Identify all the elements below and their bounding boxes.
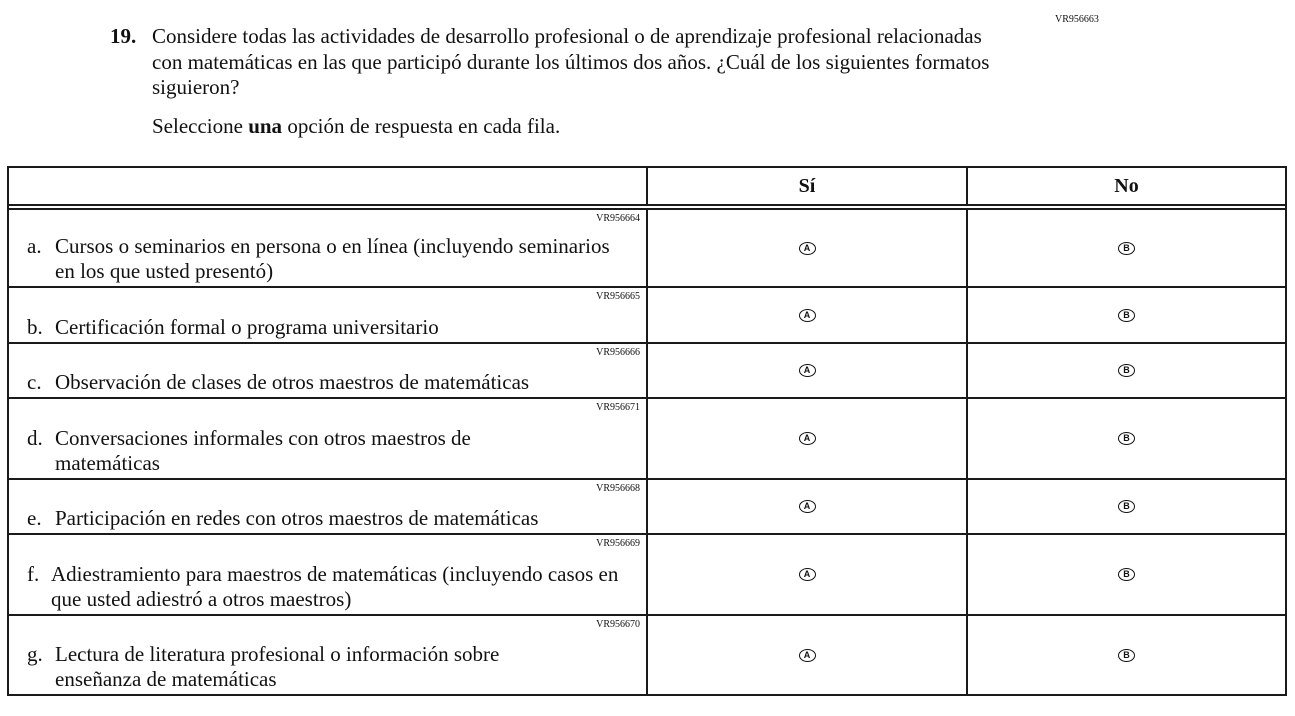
- option-si[interactable]: A: [648, 616, 968, 694]
- item-code: VR956665: [596, 291, 640, 302]
- table-row: VR956668 e. Participación en redes con o…: [9, 478, 1285, 533]
- item-cell: VR956670 g. Lectura de literatura profes…: [9, 616, 648, 694]
- option-no[interactable]: B: [968, 535, 1285, 614]
- table-header: Sí No: [9, 168, 1285, 206]
- item-cell: VR956669 f. Adiestramiento para maestros…: [9, 535, 648, 614]
- item-text: Lectura de literatura profesional o info…: [55, 642, 500, 691]
- item-code: VR956670: [596, 619, 640, 630]
- instruction-post: opción de respuesta en cada fila.: [282, 114, 561, 138]
- item-label: a. Cursos o seminarios en persona o en l…: [27, 234, 627, 283]
- option-si[interactable]: A: [648, 399, 968, 478]
- item-text: Certificación formal o programa universi…: [55, 314, 439, 339]
- item-cell: VR956668 e. Participación en redes con o…: [9, 480, 648, 533]
- option-no[interactable]: B: [968, 616, 1285, 694]
- item-text: Participación en redes con otros maestro…: [55, 505, 539, 530]
- bubble-b-icon[interactable]: B: [1118, 648, 1135, 662]
- bubble-a-icon[interactable]: A: [798, 241, 816, 255]
- option-si[interactable]: A: [648, 480, 968, 533]
- bubble-a-icon[interactable]: A: [798, 648, 816, 662]
- option-no[interactable]: B: [968, 344, 1285, 397]
- item-cell: VR956671 d. Conversaciones informales co…: [9, 399, 648, 478]
- option-no[interactable]: B: [968, 480, 1285, 533]
- item-code: VR956664: [596, 213, 640, 224]
- table-row: VR956671 d. Conversaciones informales co…: [9, 397, 1285, 478]
- table-row: VR956670 g. Lectura de literatura profes…: [9, 614, 1285, 694]
- bubble-a-icon[interactable]: A: [798, 568, 816, 581]
- header-blank: [9, 168, 648, 204]
- table-row: VR956669 f. Adiestramiento para maestros…: [9, 533, 1285, 614]
- item-label: g. Lectura de literatura profesional o i…: [27, 642, 567, 691]
- item-letter: d.: [27, 426, 43, 450]
- instruction-pre: Seleccione: [152, 114, 249, 138]
- item-cell: VR956664 a. Cursos o seminarios en perso…: [9, 210, 648, 286]
- response-table: Sí No VR956664 a. Cursos o seminarios en…: [7, 166, 1287, 696]
- bubble-b-icon[interactable]: B: [1118, 241, 1135, 255]
- bubble-a-icon[interactable]: A: [798, 308, 816, 322]
- item-label: b. Certificación formal o programa unive…: [27, 315, 439, 340]
- item-letter: e.: [27, 505, 42, 530]
- header-no: No: [1114, 174, 1139, 197]
- header-si: Sí: [648, 168, 968, 204]
- item-code: VR956669: [596, 538, 640, 549]
- bubble-b-icon[interactable]: B: [1118, 500, 1135, 513]
- item-letter: a.: [27, 234, 42, 258]
- item-label: c. Observación de clases de otros maestr…: [27, 370, 529, 395]
- item-label: f. Adiestramiento para maestros de matem…: [27, 562, 627, 611]
- bubble-b-icon[interactable]: B: [1118, 568, 1135, 581]
- item-text: Adiestramiento para maestros de matemáti…: [51, 562, 619, 611]
- bubble-b-icon[interactable]: B: [1118, 432, 1135, 445]
- table-row: VR956664 a. Cursos o seminarios en perso…: [9, 208, 1285, 286]
- option-no[interactable]: B: [968, 288, 1285, 342]
- item-cell: VR956665 b. Certificación formal o progr…: [9, 288, 648, 342]
- question-number: 19.: [110, 24, 137, 48]
- bubble-a-icon[interactable]: A: [798, 432, 816, 445]
- item-label: d. Conversaciones informales con otros m…: [27, 426, 567, 475]
- question-code: VR956663: [1055, 14, 1099, 25]
- item-label: e. Participación en redes con otros maes…: [27, 506, 538, 531]
- item-cell: VR956666 c. Observación de clases de otr…: [9, 344, 648, 397]
- bubble-b-icon[interactable]: B: [1118, 364, 1135, 377]
- item-letter: f.: [27, 562, 40, 586]
- bubble-a-icon[interactable]: A: [798, 500, 816, 513]
- bubble-a-icon[interactable]: A: [798, 364, 816, 377]
- table-row: VR956666 c. Observación de clases de otr…: [9, 342, 1285, 397]
- item-text: Conversaciones informales con otros maes…: [55, 426, 471, 475]
- option-si[interactable]: A: [648, 344, 968, 397]
- option-si[interactable]: A: [648, 210, 968, 286]
- option-si[interactable]: A: [648, 535, 968, 614]
- question-text: Considere todas las actividades de desar…: [152, 24, 990, 99]
- option-no[interactable]: B: [968, 210, 1285, 286]
- item-letter: c.: [27, 369, 42, 394]
- table-row: VR956665 b. Certificación formal o progr…: [9, 286, 1285, 342]
- item-text: Observación de clases de otros maestros …: [55, 369, 530, 394]
- bubble-b-icon[interactable]: B: [1118, 308, 1135, 322]
- item-letter: b.: [27, 314, 43, 339]
- option-si[interactable]: A: [648, 288, 968, 342]
- option-no[interactable]: B: [968, 399, 1285, 478]
- instruction-bold: una: [248, 114, 283, 138]
- item-text: Cursos o seminarios en persona o en líne…: [55, 234, 610, 283]
- item-code: VR956666: [596, 347, 640, 358]
- instruction: Seleccione una opción de respuesta en ca…: [152, 114, 560, 139]
- item-letter: g.: [27, 642, 43, 666]
- item-code: VR956668: [596, 483, 640, 494]
- item-code: VR956671: [596, 402, 640, 413]
